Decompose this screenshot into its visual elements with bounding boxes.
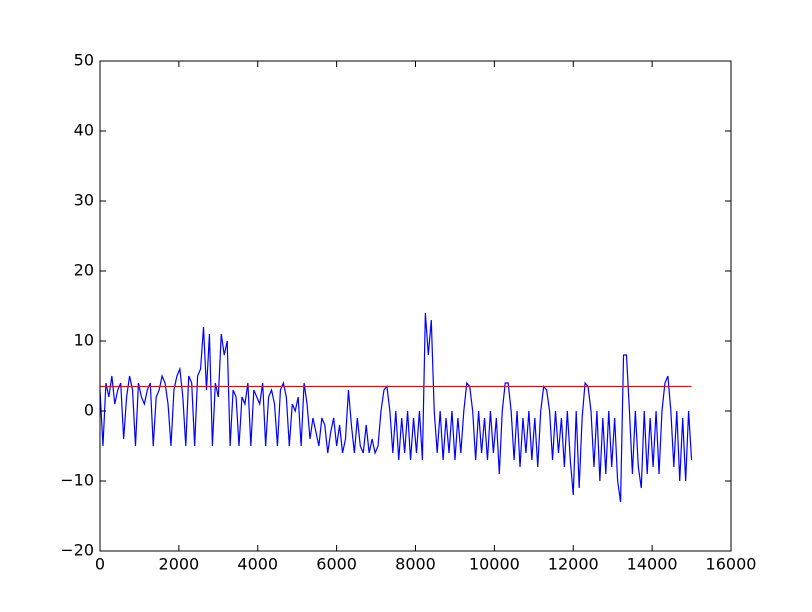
x-tick-label: 0	[95, 555, 105, 574]
y-tick-label: −20	[60, 541, 94, 560]
y-tick-label: 0	[84, 401, 94, 420]
y-tick-label: 20	[74, 261, 94, 280]
y-tick-label: 10	[74, 331, 94, 350]
y-tick-label: 30	[74, 191, 94, 210]
x-tick-label: 4000	[237, 555, 278, 574]
x-tick-label: 12000	[548, 555, 599, 574]
y-tick-label: −10	[60, 471, 94, 490]
x-tick-label: 8000	[395, 555, 436, 574]
x-tick-label: 10000	[469, 555, 520, 574]
x-tick-label: 14000	[627, 555, 678, 574]
x-tick-label: 6000	[316, 555, 357, 574]
y-tick-label: 40	[74, 121, 94, 140]
y-tick-label: 50	[74, 51, 94, 70]
x-tick-label: 2000	[159, 555, 200, 574]
data-line	[99, 312, 693, 503]
x-tick-label: 16000	[706, 555, 757, 574]
